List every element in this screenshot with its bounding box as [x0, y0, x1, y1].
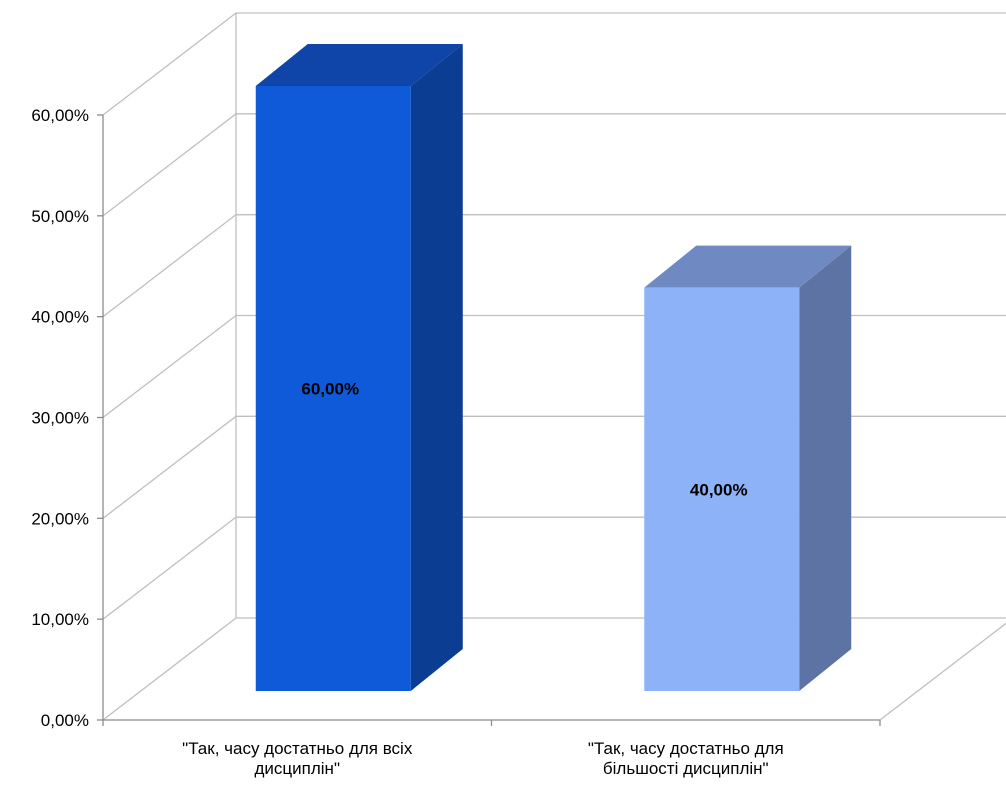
chart-walls — [102, 12, 1006, 721]
y-tick-label: 0,00% — [41, 711, 89, 730]
category-label: "Так, часу достатньо для більшості дисцип… — [588, 739, 784, 778]
floor-right-edge — [879, 622, 1006, 721]
y-axis-ticks: 0,00% 10,00% 20,00% 30,00% 40,00% 50,00% 60,00… — [31, 106, 881, 730]
floor-back-edge — [102, 617, 1006, 721]
bar-top — [255, 44, 463, 86]
gridline — [102, 314, 1006, 419]
y-tick-label: 50,00% — [31, 207, 89, 226]
bar: 40,00% — [644, 245, 852, 691]
bar: 60,00% — [255, 44, 463, 691]
bar-front — [644, 287, 800, 691]
bar-side — [799, 245, 852, 691]
y-tick-label: 20,00% — [31, 509, 89, 528]
gridline — [102, 12, 1006, 116]
y-tick-label: 60,00% — [31, 106, 89, 125]
category-label: "Так, часу достатньо для всіх дисциплін" — [182, 739, 413, 778]
gridline — [102, 113, 1006, 217]
data-label: 40,00% — [690, 480, 748, 499]
gridline — [102, 516, 1006, 620]
category-labels: "Так, часу достатньо для всіх дисциплін" "… — [182, 739, 784, 778]
y-tick-label: 30,00% — [31, 409, 89, 428]
gridline — [102, 415, 1006, 519]
data-label: 60,00% — [301, 380, 359, 399]
bar-front — [255, 86, 411, 691]
bars: 60,00% 40,00% — [255, 44, 852, 691]
bar-side — [410, 44, 463, 691]
y-tick-label: 10,00% — [31, 610, 89, 629]
bar-top — [644, 245, 852, 288]
gridline — [102, 214, 1006, 318]
y-tick-label: 40,00% — [31, 308, 89, 327]
